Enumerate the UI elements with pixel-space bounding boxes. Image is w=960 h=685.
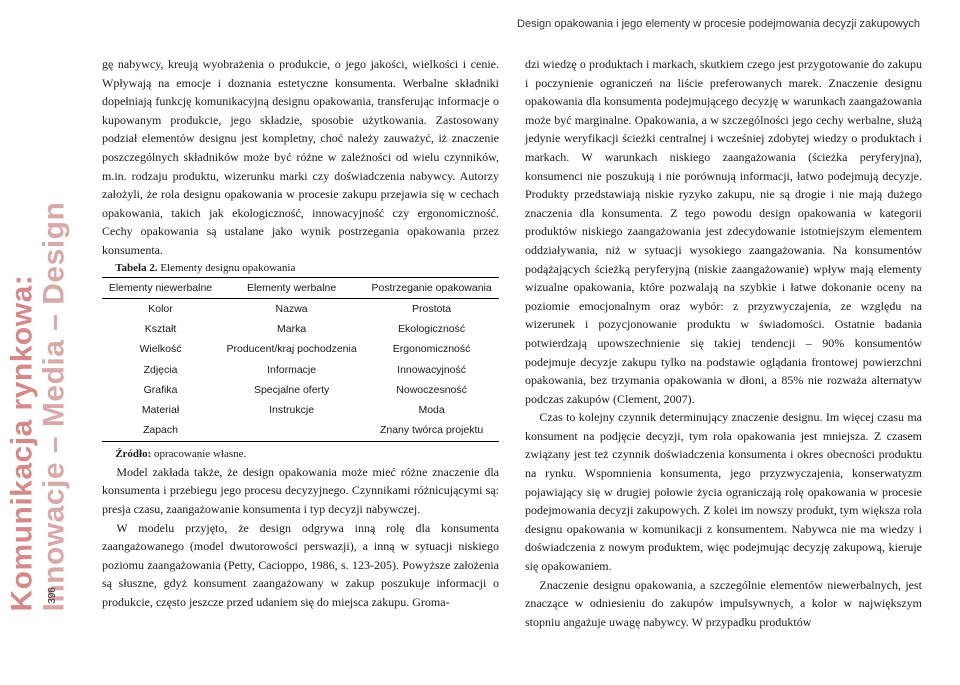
td: Nazwa bbox=[219, 298, 364, 319]
th-2: Postrzeganie opakowania bbox=[364, 277, 499, 298]
left-para-1: gę nabywcy, kreują wyobrażenia o produkc… bbox=[102, 55, 499, 260]
td: Kształt bbox=[102, 319, 219, 339]
right-para-2: Czas to kolejny czynnik determinujący zn… bbox=[525, 408, 922, 575]
vertical-title-line2: Innowacje – Media – Design bbox=[38, 52, 70, 612]
td: Moda bbox=[364, 400, 499, 420]
column-left: gę nabywcy, kreują wyobrażenia o produkc… bbox=[102, 55, 499, 665]
right-para-3: Znaczenie designu opakowania, a szczegól… bbox=[525, 576, 922, 632]
table-source-text: opracowanie własne. bbox=[151, 448, 246, 460]
columns: gę nabywcy, kreują wyobrażenia o produkc… bbox=[102, 55, 922, 665]
th-0: Elementy niewerbalne bbox=[102, 277, 219, 298]
td: Specjalne oferty bbox=[219, 380, 364, 400]
left-para-2: Model zakłada także, że design opakowani… bbox=[102, 463, 499, 519]
column-right: dzi wiedzę o produktach i markach, skutk… bbox=[525, 55, 922, 665]
table-row: Grafika Specjalne oferty Nowoczesność bbox=[102, 380, 499, 400]
td: Zapach bbox=[102, 420, 219, 441]
vertical-title-inner: Komunikacja rynkowa: Innowacje – Media –… bbox=[7, 52, 70, 612]
td: Marka bbox=[219, 319, 364, 339]
table-row: Kolor Nazwa Prostota bbox=[102, 298, 499, 319]
td: Kolor bbox=[102, 298, 219, 319]
td: Producent/kraj pochodzenia bbox=[219, 339, 364, 359]
td: Instrukcje bbox=[219, 400, 364, 420]
table-row: Zdjęcia Informacje Innowacyjność bbox=[102, 360, 499, 380]
td: Ekologiczność bbox=[364, 319, 499, 339]
table-row: Materiał Instrukcje Moda bbox=[102, 400, 499, 420]
td: Grafika bbox=[102, 380, 219, 400]
page-number: 396 bbox=[47, 587, 58, 604]
table-source-label: Źródło: bbox=[115, 448, 151, 460]
running-head: Design opakowania i jego elementy w proc… bbox=[517, 18, 920, 30]
table-row: Zapach Znany twórca projektu bbox=[102, 420, 499, 441]
td: Innowacyjność bbox=[364, 360, 499, 380]
td: Zdjęcia bbox=[102, 360, 219, 380]
design-elements-table: Elementy niewerbalne Elementy werbalne P… bbox=[102, 277, 499, 442]
th-1: Elementy werbalne bbox=[219, 277, 364, 298]
td: Wielkość bbox=[102, 339, 219, 359]
table-row: Kształt Marka Ekologiczność bbox=[102, 319, 499, 339]
td: Materiał bbox=[102, 400, 219, 420]
table-header-row: Elementy niewerbalne Elementy werbalne P… bbox=[102, 277, 499, 298]
td bbox=[219, 420, 364, 441]
td: Informacje bbox=[219, 360, 364, 380]
table-source: Źródło: opracowanie własne. bbox=[102, 446, 499, 463]
page-root: Design opakowania i jego elementy w proc… bbox=[0, 0, 960, 685]
left-para-3: W modelu przyjęto, że design odgrywa inn… bbox=[102, 519, 499, 612]
td: Prostota bbox=[364, 298, 499, 319]
td: Nowoczesność bbox=[364, 380, 499, 400]
right-para-1: dzi wiedzę o produktach i markach, skutk… bbox=[525, 55, 922, 408]
table-row: Wielkość Producent/kraj pochodzenia Ergo… bbox=[102, 339, 499, 359]
td: Znany twórca projektu bbox=[364, 420, 499, 441]
table-caption: Tabela 2. Elementy designu opakowania bbox=[102, 260, 499, 277]
table-caption-num: Tabela 2. bbox=[115, 262, 157, 274]
vertical-title-line1: Komunikacja rynkowa: bbox=[7, 52, 39, 612]
vertical-title-block: Komunikacja rynkowa: Innowacje – Media –… bbox=[8, 40, 86, 600]
table-caption-text: Elementy designu opakowania bbox=[158, 262, 296, 274]
td: Ergonomiczność bbox=[364, 339, 499, 359]
